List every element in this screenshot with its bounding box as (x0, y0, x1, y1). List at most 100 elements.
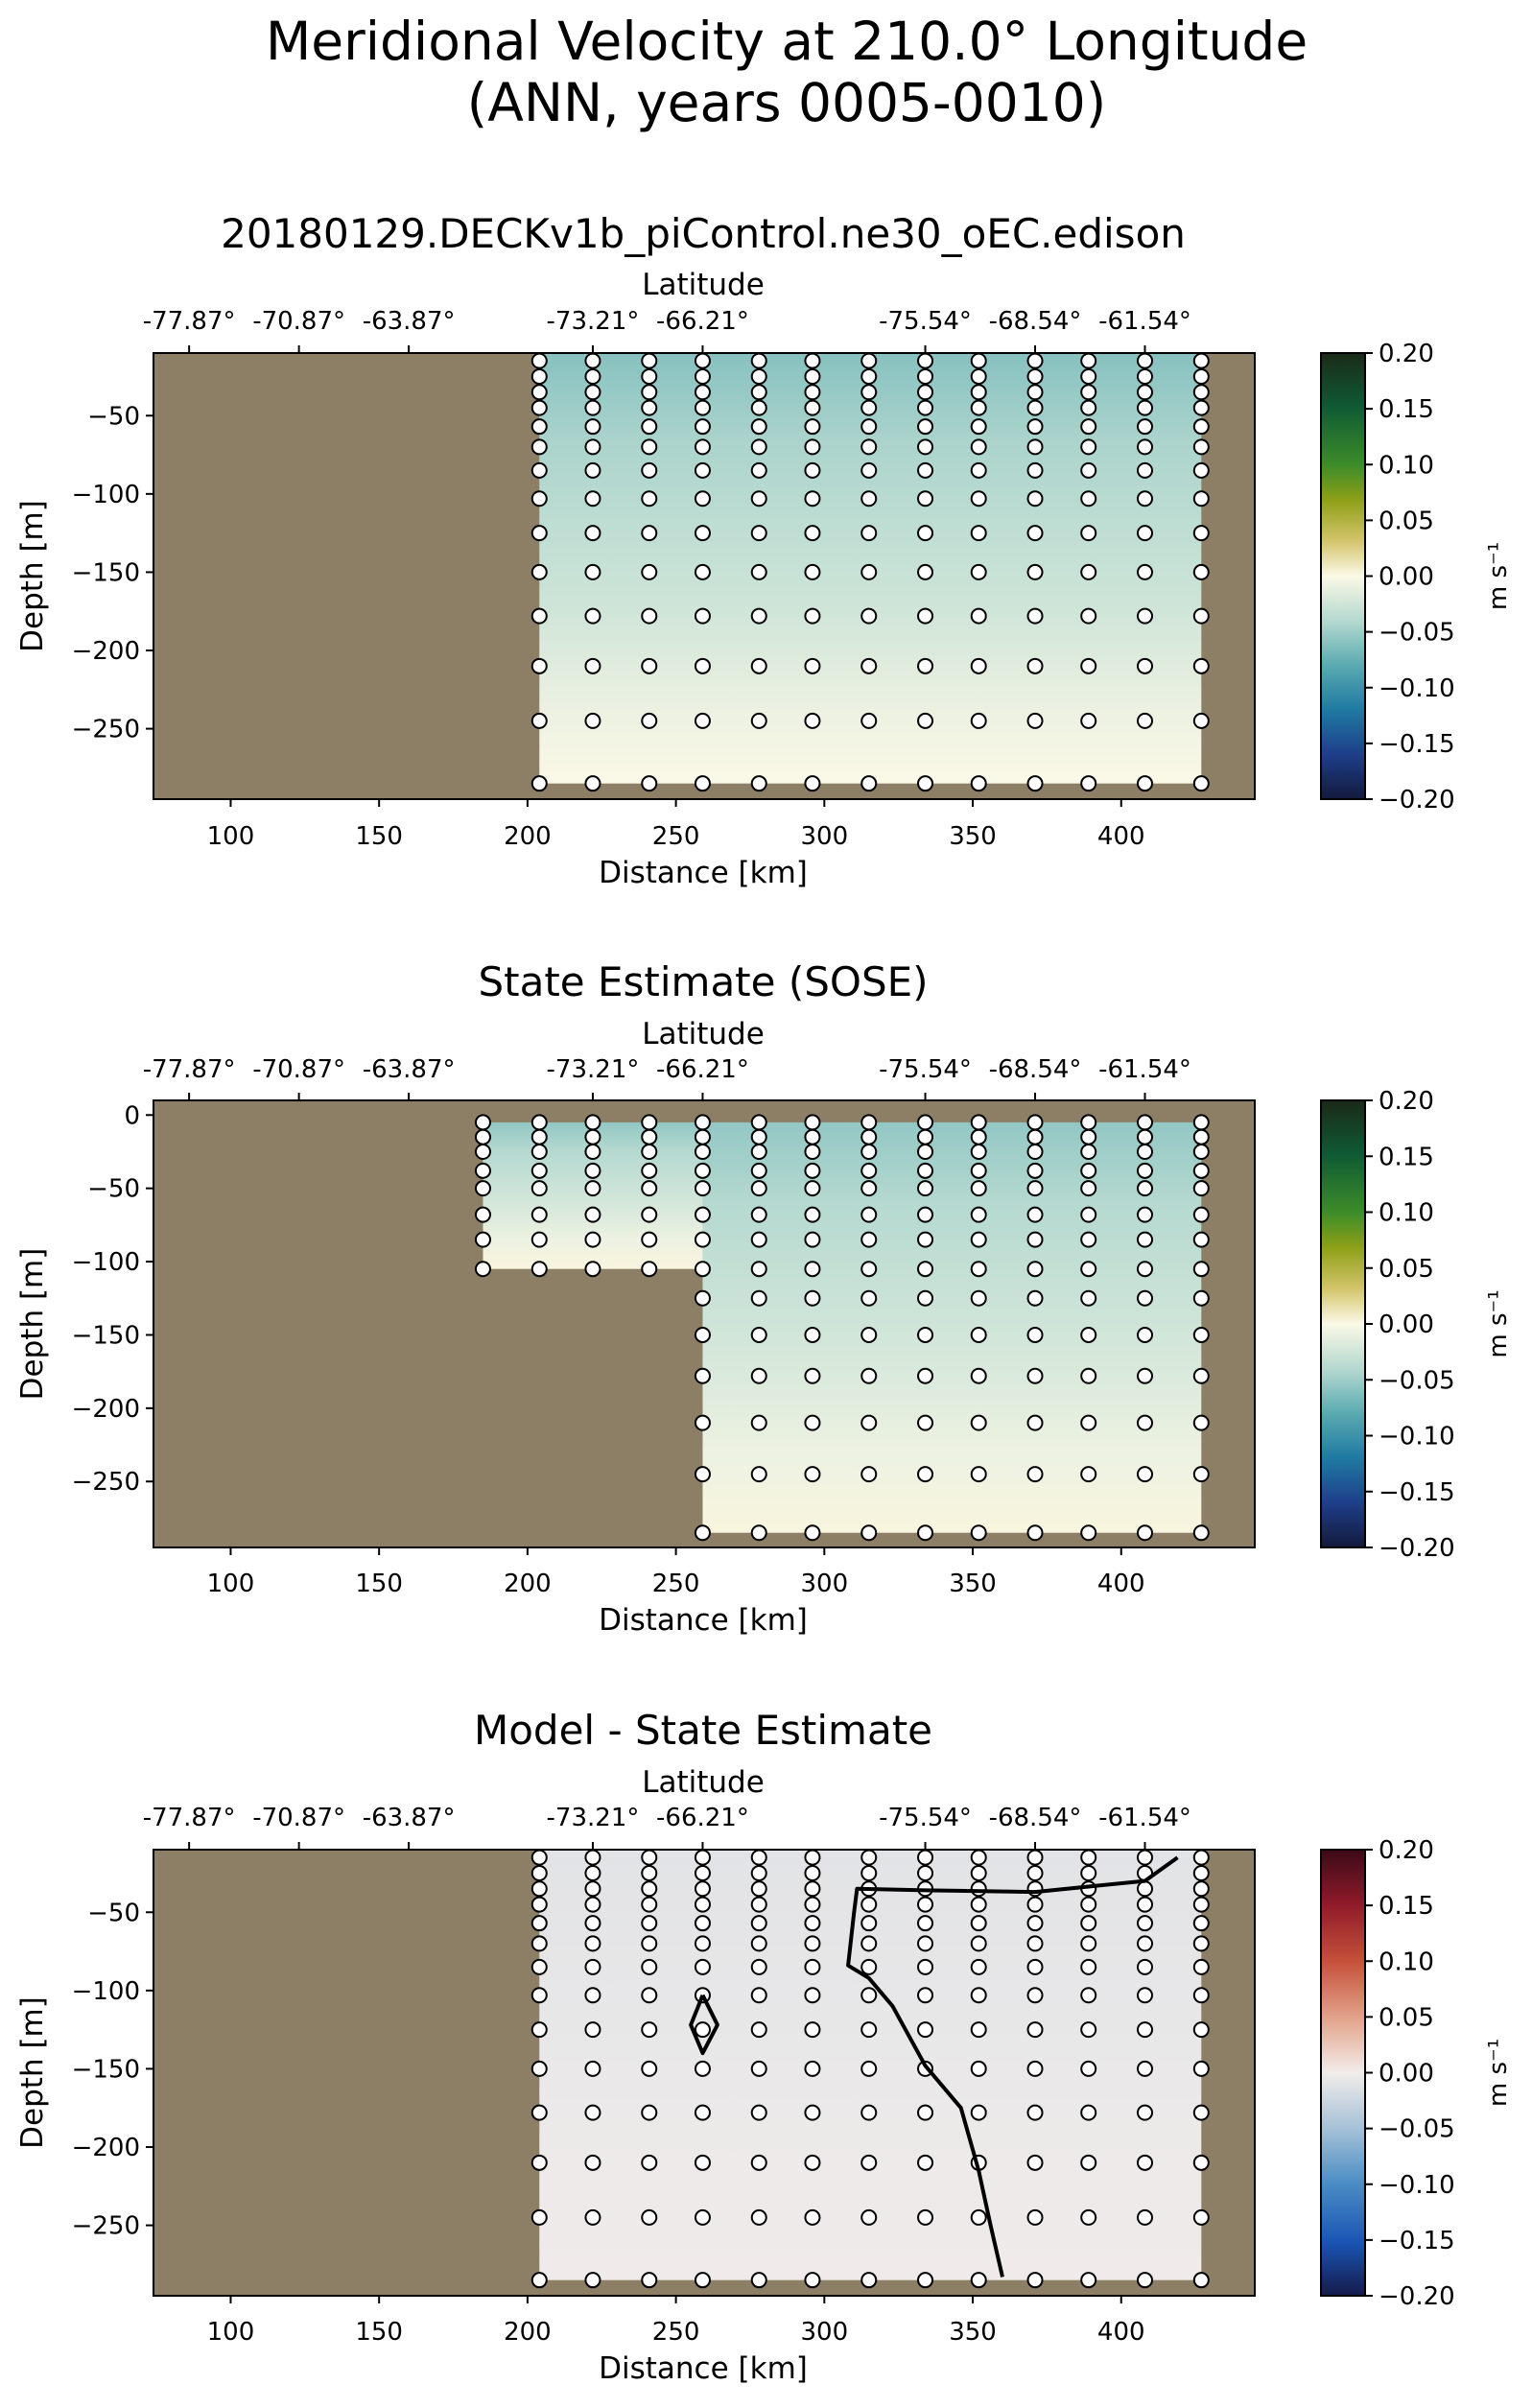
station-marker (641, 1206, 658, 1223)
station-marker (1137, 1206, 1154, 1223)
top-tick-label: -70.87° (252, 1804, 345, 1832)
axes-frame (153, 1099, 1256, 1548)
station-marker (1137, 1958, 1154, 1975)
station-marker (694, 2060, 711, 2077)
station-marker (1026, 1128, 1044, 1145)
station-marker (970, 1143, 987, 1160)
station-marker (641, 2021, 658, 2039)
colorbar-tick-label: 0.05 (1379, 2003, 1434, 2032)
station-marker (694, 2104, 711, 2121)
station-marker (1137, 525, 1154, 542)
station-marker (694, 1128, 711, 1145)
station-marker (860, 461, 878, 479)
station-marker (1026, 1114, 1044, 1131)
station-marker (750, 2021, 767, 2039)
station-marker (970, 1128, 987, 1145)
station-marker (917, 2154, 934, 2171)
colorbar-tick-label: 0.15 (1379, 1143, 1434, 1171)
colorbar-gradient (1320, 352, 1366, 800)
station-marker (1192, 1466, 1210, 1483)
station-marker (1137, 2104, 1154, 2121)
station-marker (1137, 1289, 1154, 1307)
station-marker (750, 2208, 767, 2226)
station-marker (970, 607, 987, 625)
station-marker (1026, 657, 1044, 674)
colorbar-tick-label: 0.15 (1379, 1892, 1434, 1921)
station-marker (584, 1864, 601, 1881)
station-marker (530, 1958, 548, 1975)
colorbar-tick-label: 0.00 (1379, 563, 1434, 592)
station-marker (1192, 1524, 1210, 1542)
station-marker (860, 1206, 878, 1223)
station-marker (694, 607, 711, 625)
station-marker (1192, 438, 1210, 456)
station-marker (641, 1850, 658, 1866)
station-marker (584, 1143, 601, 1160)
station-marker (474, 1261, 491, 1278)
station-marker (1080, 2272, 1097, 2289)
station-marker (584, 525, 601, 542)
station-marker (970, 1524, 987, 1542)
station-marker (694, 1143, 711, 1160)
station-marker (530, 1935, 548, 1952)
station-marker (1192, 563, 1210, 580)
y-tick-label: −50 (87, 1899, 140, 1927)
station-marker (860, 2208, 878, 2226)
colorbar: 0.20 0.15 0.10 0.05 0.00 −0.05 −0.10 −0.15 −0.20… (1320, 340, 1513, 814)
station-marker (1026, 1414, 1044, 1431)
station-marker (804, 399, 821, 416)
station-marker (694, 2208, 711, 2226)
x-tick-label: 200 (504, 1570, 552, 1598)
station-marker (917, 1114, 934, 1131)
station-marker (641, 1231, 658, 1248)
station-marker (970, 1206, 987, 1223)
top-tick-label: -77.87° (143, 1055, 236, 1084)
station-marker (804, 775, 821, 792)
station-marker (1137, 1114, 1154, 1131)
station-marker (694, 399, 711, 416)
station-marker (1080, 1935, 1097, 1952)
station-marker (1080, 490, 1097, 508)
station-marker (750, 1864, 767, 1881)
station-marker (1026, 775, 1044, 792)
station-marker (474, 1143, 491, 1160)
station-marker (530, 563, 548, 580)
station-marker (584, 384, 601, 401)
station-marker (804, 1915, 821, 1932)
station-marker (1137, 1880, 1154, 1898)
station-marker (1026, 353, 1044, 369)
station-marker (1137, 1231, 1154, 1248)
station-marker (1192, 1326, 1210, 1343)
station-marker (641, 775, 658, 792)
station-marker (584, 1261, 601, 1278)
station-marker (1026, 367, 1044, 385)
top-tick-label: -66.21° (656, 1055, 749, 1084)
station-marker (750, 2104, 767, 2121)
station-marker (530, 1162, 548, 1179)
top-tick-label: -61.54° (1098, 1804, 1191, 1832)
station-marker (970, 1915, 987, 1932)
station-marker (1192, 399, 1210, 416)
station-marker (860, 1367, 878, 1384)
station-marker (970, 1367, 987, 1384)
station-marker (1192, 775, 1210, 792)
station-marker (1137, 2154, 1154, 2171)
station-marker (1192, 1261, 1210, 1278)
station-marker (584, 353, 601, 369)
colorbar-tick-label: −0.20 (1379, 1534, 1455, 1563)
station-marker (641, 1896, 658, 1913)
station-marker (1192, 1143, 1210, 1160)
station-marker (530, 1987, 548, 2004)
station-marker (1192, 2208, 1210, 2226)
station-marker (1192, 1114, 1210, 1131)
plot-area (153, 1100, 1255, 1547)
x-tick-label: 250 (652, 822, 700, 851)
station-marker (970, 490, 987, 508)
station-marker (1080, 2021, 1097, 2039)
axes-frame (153, 352, 1256, 800)
station-marker (804, 657, 821, 674)
station-marker (694, 1289, 711, 1307)
x-tick-label: 300 (801, 2318, 849, 2347)
station-marker (1026, 1289, 1044, 1307)
station-marker (1192, 367, 1210, 385)
